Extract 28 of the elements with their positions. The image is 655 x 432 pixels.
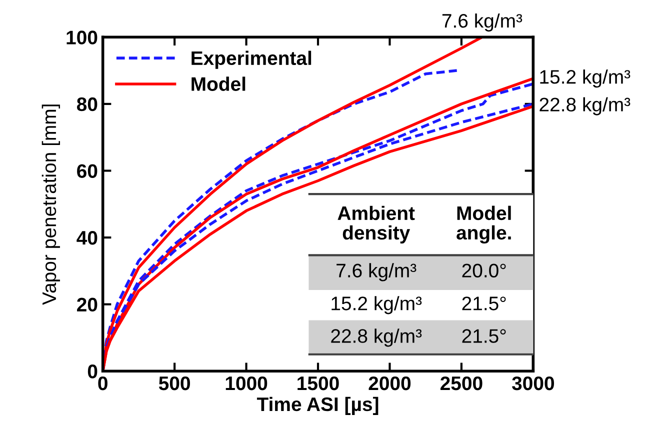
y-tick-label: 80 (76, 97, 98, 112)
text: 15.2 kg/m³ (540, 69, 630, 88)
y-tick-label: 20 (77, 298, 98, 312)
x-tick-label: 500 (158, 376, 190, 390)
y-tick-label: 40 (76, 230, 98, 245)
text: 22.8 kg/m³ (540, 97, 630, 116)
y-tick-label: 0 (88, 364, 98, 378)
annotation: 21.5° (462, 329, 506, 343)
x-tick-label: 0 (98, 376, 108, 390)
annotation: 22.8 kg/m³ (331, 328, 422, 347)
x-tick-label: 3000 (512, 376, 554, 390)
x-tick-label: 1000 (226, 376, 268, 390)
annotation: Model angle. (456, 206, 511, 244)
y-axis-title: Vapor penetration [mm] (42, 104, 60, 305)
text: 7.6 kg/m³ (442, 13, 522, 32)
x-axis-title: Time ASI [µs] (256, 396, 378, 415)
y-tick-label: 60 (77, 164, 98, 178)
legend-label: Experimental (192, 50, 312, 69)
annotation: Ambient density (338, 206, 415, 244)
legend-label: Model (192, 76, 246, 91)
y-tick-label: 100 (66, 30, 98, 44)
x-tick-label: 2500 (440, 376, 482, 390)
annotation: 20.0° (462, 264, 506, 278)
annotation: 21.5° (462, 296, 506, 310)
annotation: 15.2 kg/m³ (332, 296, 422, 314)
annotation: 7.6 kg/m³ (336, 263, 416, 282)
x-tick-label: 1500 (298, 376, 339, 390)
x-tick-label: 2000 (368, 376, 411, 390)
